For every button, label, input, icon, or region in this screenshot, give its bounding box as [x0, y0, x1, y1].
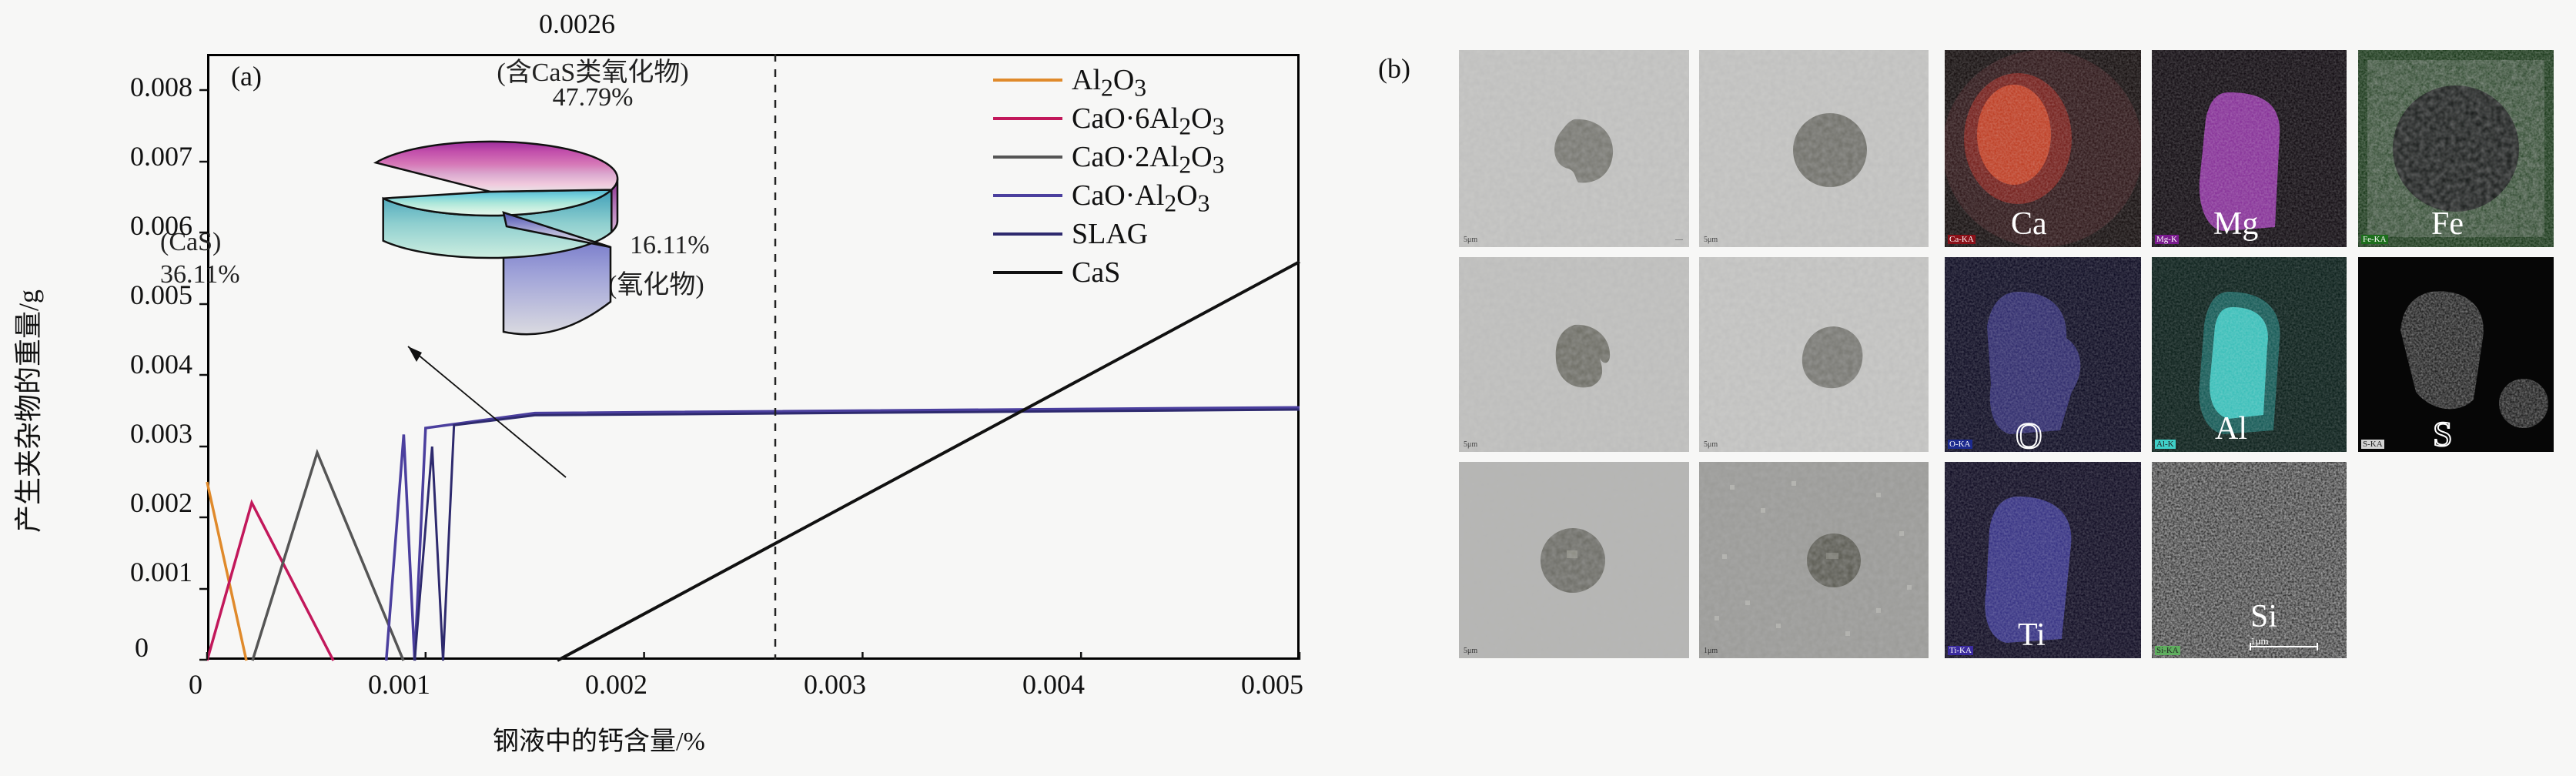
svg-text:S: S [2433, 414, 2453, 452]
svg-text:O: O [2016, 416, 2042, 452]
